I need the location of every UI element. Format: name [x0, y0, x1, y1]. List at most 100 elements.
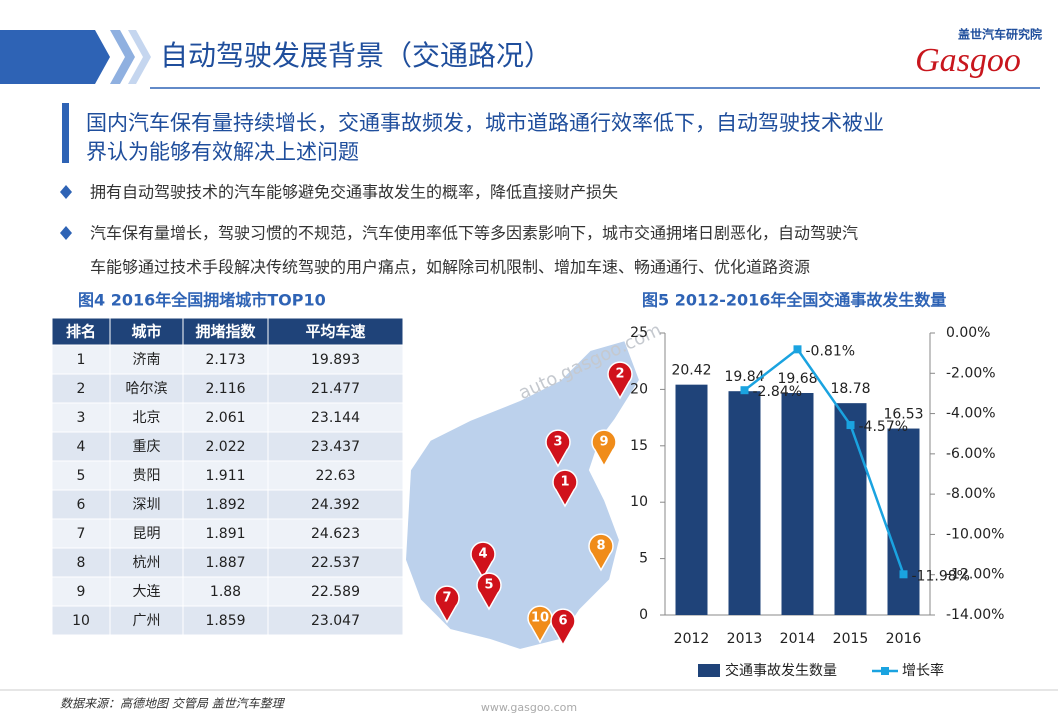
y-tick-label: 25: [630, 325, 648, 341]
table-cell: [109, 605, 184, 636]
table-text: 2.116: [205, 381, 245, 397]
table-text: 6: [77, 497, 86, 513]
table-text: 10: [72, 613, 90, 629]
point: [740, 386, 749, 395]
table-cell: [109, 489, 184, 520]
table-cell: [182, 373, 269, 404]
marker-pin: [545, 429, 571, 468]
table-text: 2.022: [205, 439, 245, 455]
table-text: 贵阳: [133, 468, 161, 484]
table-text: 24.392: [311, 497, 360, 513]
marker-label: 10: [531, 611, 549, 626]
line: [743, 347, 905, 575]
bullet: 车能够通过技术手段解决传统驾驶的用户痛点，如解除司机限制、增加车速、畅通通行、优…: [90, 258, 810, 277]
table-text: 1: [77, 352, 86, 368]
table-header: 平均车速: [305, 323, 365, 341]
table-cell: [267, 489, 404, 520]
marker-pin: [588, 533, 614, 572]
marker-label: 5: [484, 578, 493, 593]
table-cell: [51, 344, 111, 375]
y2-tick-label: -2.00%: [946, 365, 996, 381]
marker-pin: [476, 572, 502, 611]
header-band: [0, 30, 110, 84]
chevron: [110, 30, 135, 84]
table-header-cell: [267, 317, 404, 346]
marker-pin: [591, 429, 617, 468]
table-text: 5: [77, 468, 86, 484]
table-text: 2.173: [205, 352, 245, 368]
table-text: 1.88: [210, 584, 241, 600]
point-label: -4.57%: [859, 419, 909, 435]
statement: 国内汽车保有量持续增长，交通事故频发，城市道路通行效率低下，自动驾驶技术被业: [86, 111, 884, 135]
point: [846, 421, 855, 430]
table-cell: [182, 576, 269, 607]
table-cell: [182, 489, 269, 520]
y-tick-label: 10: [630, 494, 648, 510]
table-text: 重庆: [133, 439, 161, 455]
marker-label: 6: [558, 614, 567, 629]
table-text: 1.859: [205, 613, 245, 629]
table-cell: [267, 460, 404, 491]
marker-label: 8: [596, 539, 605, 554]
x-tick-label: 2016: [886, 631, 922, 647]
bar-label: 20.42: [671, 363, 711, 379]
table-text: 3: [77, 410, 86, 426]
accent-bar: [62, 103, 69, 163]
marker-pin: [470, 541, 496, 580]
table-cell: [109, 373, 184, 404]
x-tick-label: 2013: [727, 631, 763, 647]
map: [403, 338, 642, 652]
table-cell: [267, 605, 404, 636]
chevron: [128, 30, 151, 84]
y2-tick-label: -8.00%: [946, 486, 996, 502]
y2-tick-label: -14.00%: [946, 607, 1004, 623]
table-text: 23.144: [311, 410, 360, 426]
bar: [675, 384, 708, 615]
table-cell: [267, 576, 404, 607]
chart-title: 图5 2012-2016年全国交通事故发生数量: [642, 291, 946, 310]
point-label: -0.81%: [806, 343, 856, 359]
bar-label: 16.53: [883, 407, 923, 423]
y-tick-label: 20: [630, 381, 648, 397]
table-text: 济南: [133, 352, 161, 368]
table-cell: [51, 489, 111, 520]
table-cell: [51, 547, 111, 578]
table-cell: [109, 431, 184, 462]
table-text: 4: [77, 439, 86, 455]
y2-tick-label: 0.00%: [946, 325, 990, 341]
point-label: -2.84%: [753, 384, 803, 400]
point: [793, 345, 802, 354]
bar-label: 19.84: [724, 369, 764, 385]
y-tick-label: 5: [639, 551, 648, 567]
bullet: 汽车保有量增长，驾驶习惯的不规范，汽车使用率低下等多因素影响下，城市交通拥堵日剧…: [90, 224, 858, 243]
table-header-cell: [109, 317, 184, 346]
table-text: 19.893: [311, 352, 360, 368]
table-text: 23.047: [311, 613, 360, 629]
table-text: 杭州: [133, 555, 161, 571]
table-cell: [51, 460, 111, 491]
table-text: 昆明: [133, 526, 161, 542]
table-text: 9: [77, 584, 86, 600]
title: 自动驾驶发展背景（交通路况）: [160, 39, 552, 72]
table-text: 北京: [133, 410, 161, 426]
marker-label: 4: [478, 547, 487, 562]
table-cell: [267, 518, 404, 549]
table-text: 24.623: [311, 526, 360, 542]
y-tick-label: 15: [630, 438, 648, 454]
y2-tick-label: -12.00%: [946, 567, 1004, 583]
bullet: 拥有自动驾驶技术的汽车能够避免交通事故发生的概率，降低直接财产损失: [90, 183, 618, 202]
source: 数据来源：高德地图 交管局 盖世汽车整理: [60, 697, 286, 711]
table-cell: [51, 373, 111, 404]
bar: [887, 428, 920, 615]
marker-pin: [607, 361, 633, 400]
table-text: 1.891: [205, 526, 245, 542]
table-header: 排名: [66, 323, 96, 341]
table-text: 2.061: [205, 410, 245, 426]
table-text: 大连: [133, 584, 161, 600]
table-text: 7: [77, 526, 86, 542]
table-text: 22.589: [311, 584, 360, 600]
x-tick-label: 2015: [833, 631, 869, 647]
table-text: 2: [77, 381, 86, 397]
y2-tick-label: -10.00%: [946, 526, 1004, 542]
y2-tick-label: -6.00%: [946, 446, 996, 462]
